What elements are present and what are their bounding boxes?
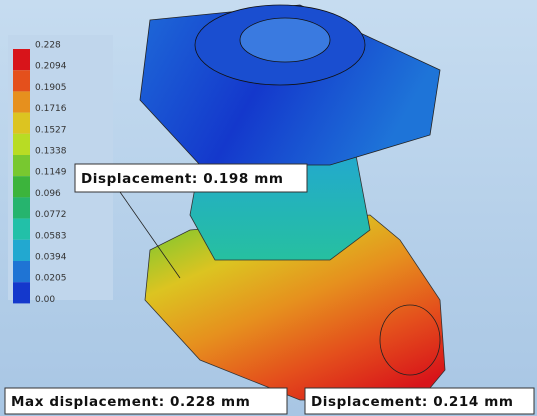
flange-bore bbox=[240, 18, 330, 62]
legend-swatch bbox=[13, 240, 30, 261]
legend-label: 0.2094 bbox=[35, 62, 67, 72]
legend-label: 0.0394 bbox=[35, 253, 67, 263]
legend-swatch bbox=[13, 197, 30, 218]
legend-label: 0.0583 bbox=[35, 231, 67, 241]
callout-text: Displacement: 0.214 mm bbox=[311, 394, 514, 410]
callout-text: Displacement: 0.198 mm bbox=[81, 171, 284, 187]
legend-swatch bbox=[13, 134, 30, 155]
callout-text: Max displacement: 0.228 mm bbox=[11, 394, 250, 410]
legend-label: 0.0205 bbox=[35, 274, 67, 284]
legend-label: 0.1149 bbox=[35, 168, 67, 178]
legend-label: 0.1905 bbox=[35, 83, 67, 93]
legend-label: 0.1527 bbox=[35, 125, 67, 135]
legend-label: 0.228 bbox=[35, 41, 61, 51]
legend-swatch bbox=[13, 91, 30, 112]
legend-label: 0.096 bbox=[35, 189, 61, 199]
legend-swatch bbox=[13, 113, 30, 134]
legend-swatch bbox=[13, 49, 30, 70]
legend-label: 0.1716 bbox=[35, 104, 67, 114]
legend-label: 0.1338 bbox=[35, 147, 67, 157]
legend-swatch bbox=[13, 176, 30, 197]
legend-swatch bbox=[13, 155, 30, 176]
page: 0.228 0.2094 0.1905 0.1716 0.1527 0.1338 0.114… bbox=[0, 0, 537, 416]
legend-label: 0.00 bbox=[35, 295, 55, 305]
legend-swatch bbox=[13, 282, 30, 303]
screenshot: 0.228 0.2094 0.1905 0.1716 0.1527 0.1338 0.114… bbox=[0, 0, 537, 416]
legend-swatch bbox=[13, 219, 30, 240]
legend-swatch bbox=[13, 261, 30, 282]
legend-label: 0.0772 bbox=[35, 210, 67, 220]
legend-swatch bbox=[13, 70, 30, 91]
